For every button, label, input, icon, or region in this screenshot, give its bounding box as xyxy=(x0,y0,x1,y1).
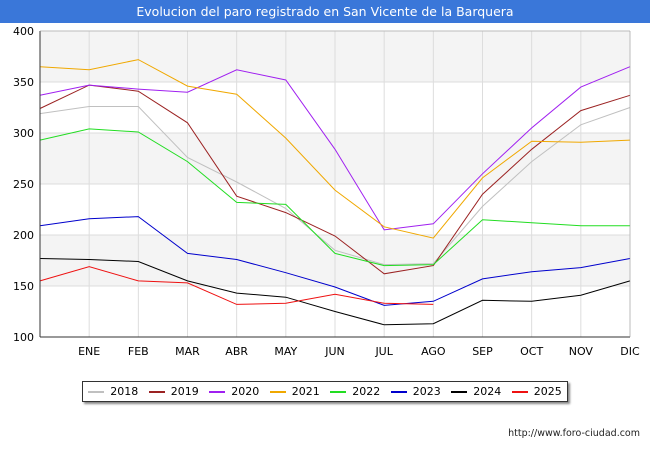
y-tick-label: 250 xyxy=(13,178,34,191)
chart-title: Evolucion del paro registrado en San Vic… xyxy=(0,0,650,23)
y-tick-label: 150 xyxy=(13,280,34,293)
legend-label: 2020 xyxy=(231,385,260,398)
chart-legend: 2018 2019 2020 2021 2022 2023 2024 2025 xyxy=(82,381,568,402)
series-line-2021 xyxy=(39,59,631,239)
legend-item-2025: 2025 xyxy=(511,385,562,398)
legend-item-2018: 2018 xyxy=(88,385,138,398)
legend-item-2020: 2020 xyxy=(209,385,259,398)
legend-item-2019: 2019 xyxy=(148,385,199,398)
legend-swatch xyxy=(330,390,347,393)
series-line-2019 xyxy=(39,84,631,275)
y-tick-label: 350 xyxy=(13,76,34,89)
legend-label: 2019 xyxy=(170,385,199,398)
series-line-2024 xyxy=(39,258,631,326)
legend-swatch xyxy=(511,390,528,393)
x-tick-label: FEB xyxy=(128,345,149,358)
y-tick-label: 400 xyxy=(13,25,34,38)
series-line-2025 xyxy=(39,266,434,305)
series-line-2018 xyxy=(39,106,631,266)
legend-label: 2021 xyxy=(291,385,320,398)
legend-item-2023: 2023 xyxy=(390,385,441,398)
x-tick-label: MAR xyxy=(175,345,200,358)
x-tick-label: DIC xyxy=(620,345,640,358)
y-tick-label: 200 xyxy=(13,229,34,242)
legend-label: 2023 xyxy=(412,385,441,398)
x-tick-label: MAY xyxy=(274,345,297,358)
x-tick-label: OCT xyxy=(520,345,543,358)
legend-item-2024: 2024 xyxy=(451,385,501,398)
x-tick-label: SEP xyxy=(472,345,493,358)
legend-swatch xyxy=(209,390,226,393)
legend-label: 2022 xyxy=(352,385,381,398)
series-line-2022 xyxy=(39,128,630,267)
series-line-2023 xyxy=(39,216,631,306)
x-tick-label: ENE xyxy=(78,345,100,358)
y-tick-label: 100 xyxy=(13,331,34,344)
x-tick-label: JUN xyxy=(324,345,345,358)
legend-swatch xyxy=(148,390,165,393)
y-tick-label: 300 xyxy=(13,127,34,140)
legend-label: 2018 xyxy=(110,385,139,398)
legend-item-2022: 2022 xyxy=(330,385,380,398)
legend-swatch xyxy=(269,390,286,393)
legend-swatch xyxy=(390,390,407,393)
legend-label: 2025 xyxy=(533,385,562,398)
legend-item-2021: 2021 xyxy=(269,385,320,398)
x-tick-label: NOV xyxy=(569,345,594,358)
source-label: http://www.foro-ciudad.com xyxy=(508,428,640,439)
x-tick-label: AGO xyxy=(421,345,446,358)
series-line-2020 xyxy=(39,66,631,231)
legend-label: 2024 xyxy=(473,385,502,398)
x-tick-label: ABR xyxy=(225,345,248,358)
legend-swatch xyxy=(451,390,468,393)
x-tick-label: JUL xyxy=(374,345,393,358)
legend-swatch xyxy=(88,390,105,393)
